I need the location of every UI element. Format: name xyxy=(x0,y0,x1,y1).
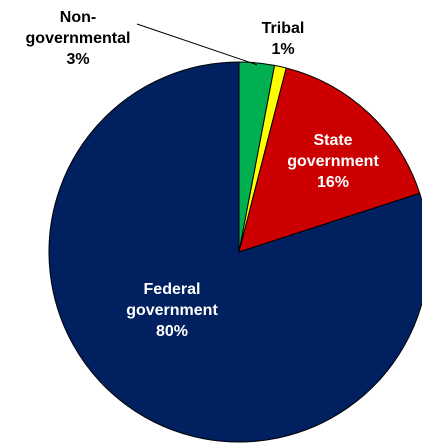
label-non-governmental-line: Non- xyxy=(60,9,96,26)
label-tribal-line: 1% xyxy=(271,41,294,58)
slice-federal-government xyxy=(48,61,422,443)
label-tribal-line: Tribal xyxy=(262,20,305,37)
label-tribal: Tribal 1% xyxy=(262,20,305,58)
label-state-government-line: government xyxy=(287,153,379,170)
slice-state-government xyxy=(238,67,421,253)
label-non-governmental: Non-governmental 3% xyxy=(26,9,131,68)
label-non-governmental-line: 3% xyxy=(66,51,89,68)
label-state-government: State government 16% xyxy=(287,132,379,191)
label-non-governmental-line: governmental xyxy=(26,30,131,47)
label-federal-government-line: Federal xyxy=(144,281,201,298)
leader-line-non-governmental xyxy=(136,23,258,66)
label-state-government-line: State xyxy=(313,132,352,149)
leader-lines xyxy=(136,23,258,66)
slice-labels: Non-governmental 3% Tribal 1% State governmen… xyxy=(26,9,380,340)
label-federal-government: Federal government 80% xyxy=(126,281,218,340)
label-federal-government-line: 80% xyxy=(156,323,188,340)
label-state-government-line: 16% xyxy=(317,174,349,191)
label-federal-government-line: government xyxy=(126,302,218,319)
pie-slices xyxy=(48,61,422,443)
